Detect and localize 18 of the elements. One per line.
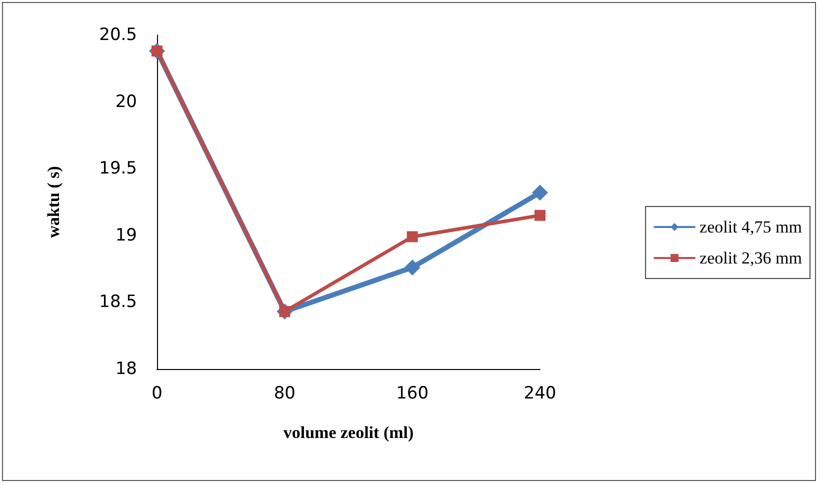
legend-label: zeolit 2,36 mm [700,248,802,268]
point [534,210,546,221]
y-tick-label: 18 [115,359,137,379]
y-tick-label: 19.5 [99,158,137,179]
y-tick-label: 20 [115,92,137,112]
x-axis-title: volume zeolit (ml) [283,423,414,442]
point [532,184,548,201]
y-tick-label: 20.5 [99,25,137,45]
point [404,259,420,276]
x-tick-label: 160 [396,384,429,404]
y-tick-label: 18.5 [99,292,137,312]
point [406,231,418,242]
x-tick-label: 80 [274,384,296,404]
x-tick-label: 240 [524,384,556,404]
x-tick-label: 0 [152,384,162,404]
y-tick-label: 19 [115,225,137,246]
y-axis-title: waktu ( s) [44,166,63,238]
legend-label: zeolit 4,75 mm [700,218,802,236]
